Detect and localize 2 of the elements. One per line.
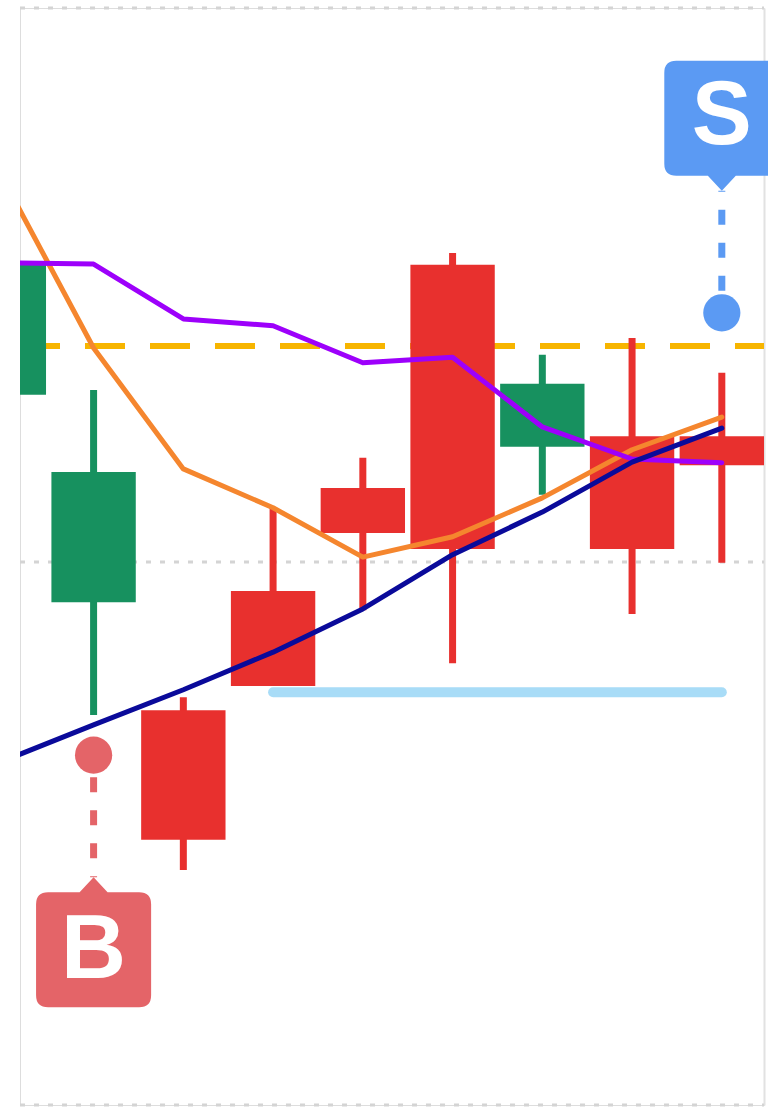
text: B bbox=[61, 897, 127, 998]
text: S bbox=[691, 62, 752, 163]
